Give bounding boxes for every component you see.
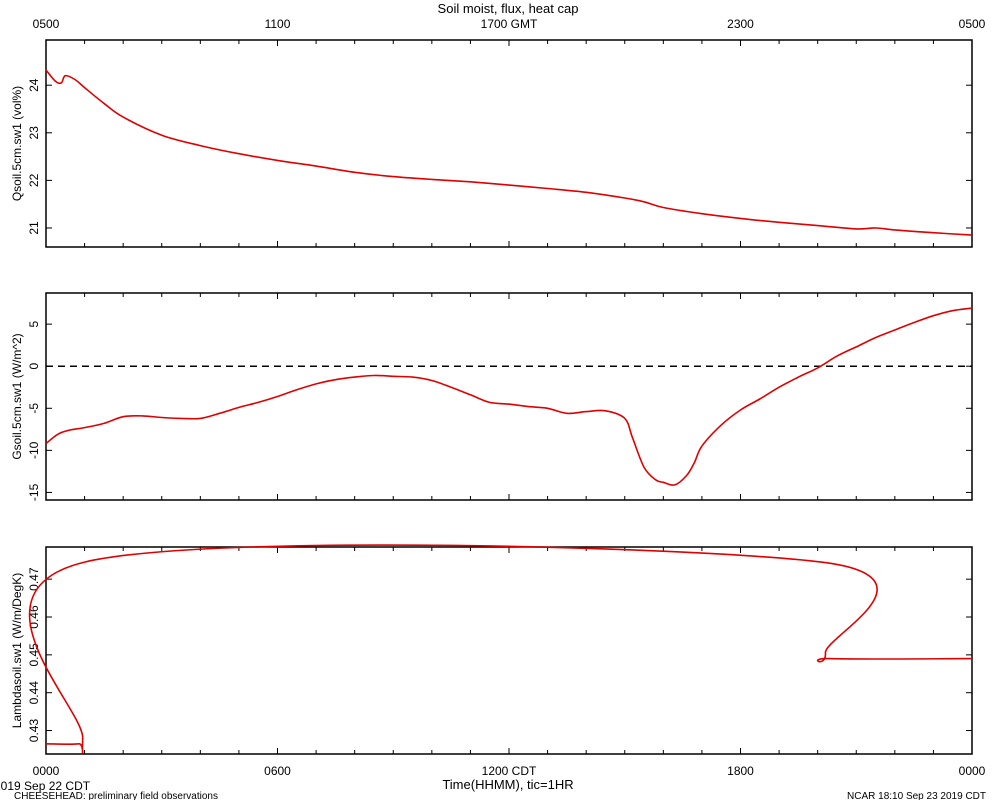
y-tick-label: 0.45 [27,643,41,667]
start-date-label: 2019 Sep 22 CDT [0,779,91,793]
y-tick-label: 5 [27,320,41,327]
y-tick-label: 0.44 [27,681,41,705]
panel-frame [45,292,973,501]
y-tick-label: 22 [27,173,41,187]
y-tick-label: 24 [27,78,41,92]
top-tick-label: 1700 GMT [481,17,538,31]
top-time-axis: 0500 1100 1700 GMT 2300 0500 [33,17,986,31]
series-line-lambdasoil [28,544,973,754]
top-tick-label: 0500 [33,17,60,31]
y-tick-label: 23 [27,126,41,140]
y-tick-label: 0.43 [27,719,41,743]
panel-frame [45,39,973,248]
y-tick-label: -10 [27,441,41,459]
y-tick-label: -5 [27,403,41,414]
top-tick-label: 2300 [727,17,754,31]
y-tick-label: 0 [27,363,41,370]
y-tick-label: 21 [27,221,41,235]
bottom-tick-label: 1200 CDT [482,764,537,778]
bottom-tick-label: 1800 [727,764,754,778]
top-tick-label: 1100 [265,17,291,31]
chart-title: Soil moist, flux, heat cap [438,1,579,16]
series-line-qsoil [45,69,973,236]
y-tick-label: -15 [27,483,41,501]
y-axis-label: Lambdasoil.sw1 (W/m/DegK) [10,573,24,728]
bottom-tick-label: 0000 [33,764,60,778]
bottom-tick-label: 0000 [959,764,986,778]
top-tick-label: 0500 [959,17,986,31]
bottom-time-axis: 0000 0600 1200 CDT 1800 0000 [33,764,986,778]
produced-stamp: NCAR 18:10 Sep 23 2019 CDT [847,791,986,800]
y-axis-label: Qsoil.5cm.sw1 (vol%) [10,86,24,201]
y-axis-label: Gsoil.5cm.sw1 (W/m^2) [10,333,24,459]
project-note: CHEESEHEAD: preliminary field observatio… [14,791,218,800]
y-tick-label: 0.47 [27,567,41,591]
panel-frame [45,546,973,755]
series-line-gsoil [45,307,973,486]
bottom-tick-label: 0600 [264,764,291,778]
x-axis-label: Time(HHMM), tic=1HR [442,777,573,792]
